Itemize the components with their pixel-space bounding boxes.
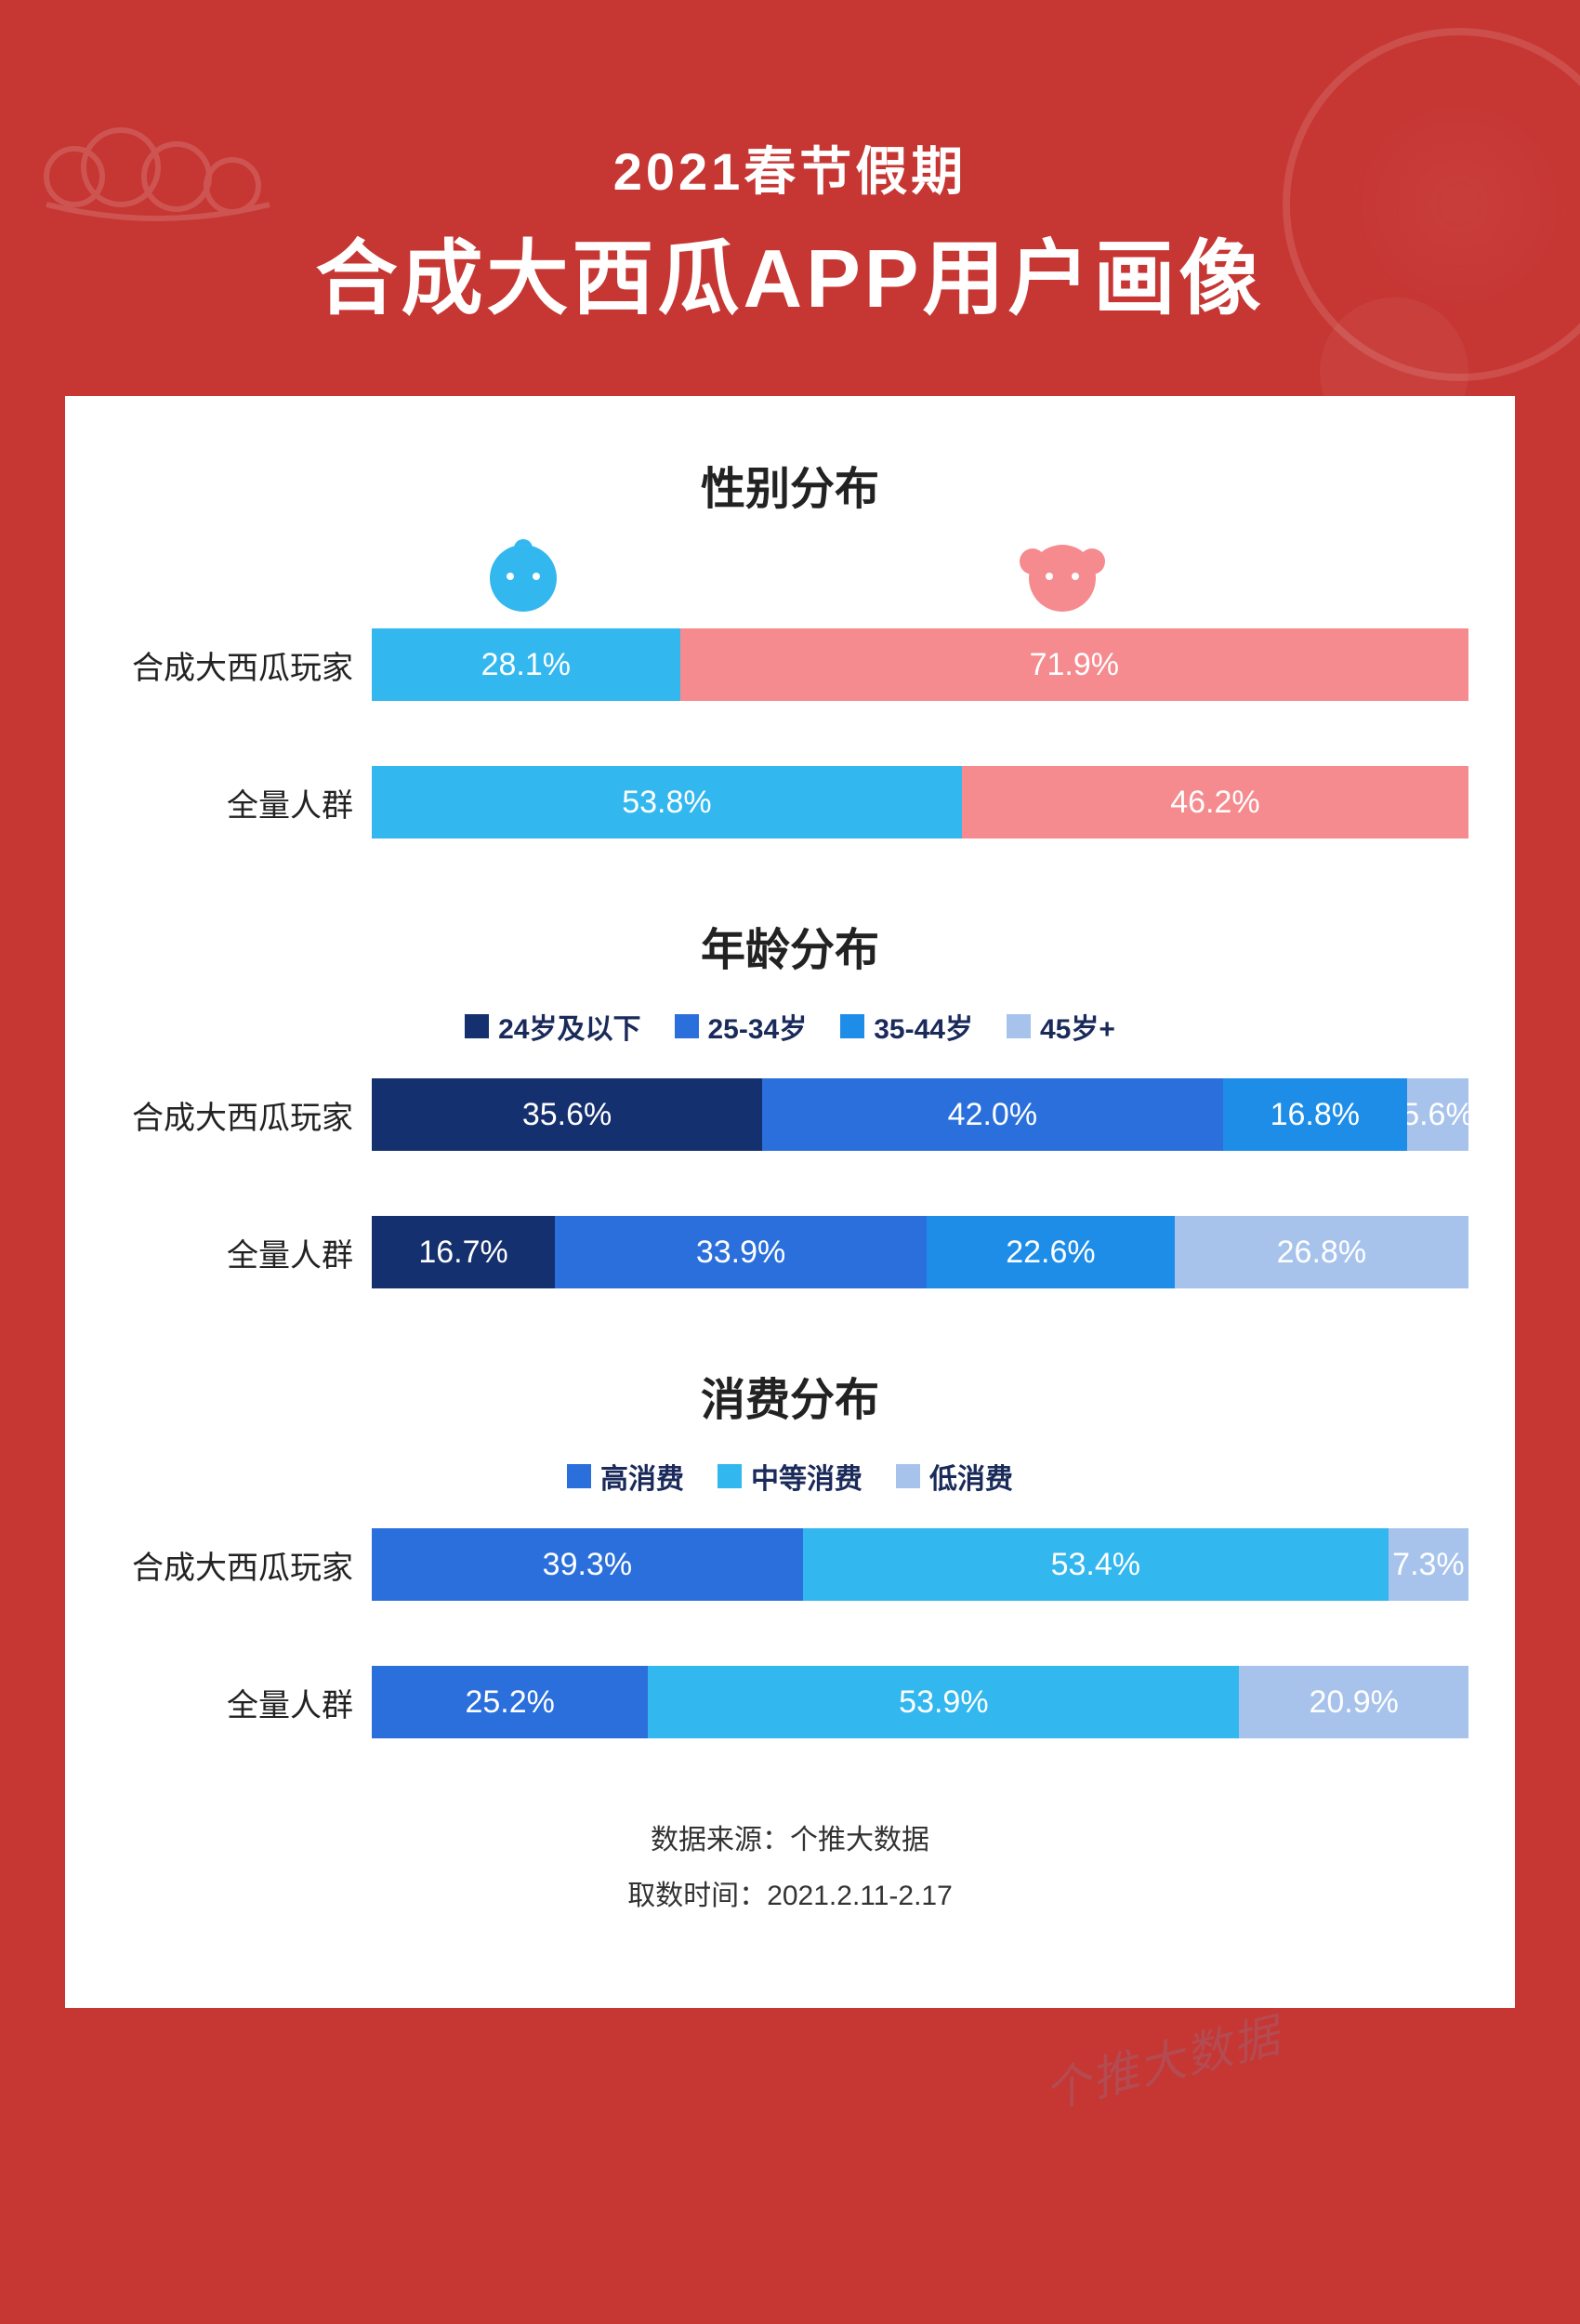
bar-segment: 5.6%: [1407, 1078, 1468, 1151]
bar-segment: 16.8%: [1223, 1078, 1407, 1151]
legend-label: 25-34岁: [708, 1006, 808, 1047]
bar-row-label: 合成大西瓜玩家: [112, 1092, 372, 1138]
spend-legend: 高消费 中等消费 低消费: [112, 1456, 1468, 1497]
bar-segment: 35.6%: [372, 1078, 762, 1151]
age-legend: 24岁及以下 25-34岁 35-44岁 45岁+: [112, 1006, 1468, 1047]
bar-segment: 20.9%: [1239, 1666, 1468, 1738]
bar-track: 35.6%42.0%16.8%5.6%: [372, 1078, 1468, 1151]
bar-row-label: 全量人群: [112, 1680, 372, 1725]
bar-segment: 33.9%: [555, 1216, 927, 1288]
legend-item: 低消费: [896, 1456, 1013, 1497]
legend-swatch: [718, 1464, 742, 1488]
legend-label: 24岁及以下: [498, 1006, 640, 1047]
legend-label: 45岁+: [1040, 1006, 1115, 1047]
header: 2021春节假期 合成大西瓜APP用户画像: [0, 0, 1580, 396]
footer: 数据来源：个推大数据 取数时间：2021.2.11-2.17: [112, 1813, 1468, 1924]
header-subtitle: 2021春节假期: [0, 130, 1580, 205]
legend-swatch: [840, 1014, 864, 1038]
legend-swatch: [567, 1464, 591, 1488]
bar-row: 合成大西瓜玩家35.6%42.0%16.8%5.6%: [112, 1078, 1468, 1151]
legend-item: 高消费: [567, 1456, 684, 1497]
legend-label: 高消费: [600, 1456, 684, 1497]
bar-segment: 53.8%: [372, 766, 962, 838]
section-gender: 性别分布 合成大西瓜玩家28.1%71.9% 全量人群53.8%46.2%: [112, 452, 1468, 838]
female-face-icon: [1029, 545, 1096, 612]
bar-row-label: 全量人群: [112, 1230, 372, 1275]
legend-swatch: [675, 1014, 699, 1038]
legend-label: 35-44岁: [874, 1006, 973, 1047]
bar-track: 16.7%33.9%22.6%26.8%: [372, 1216, 1468, 1288]
legend-item: 45岁+: [1007, 1006, 1115, 1047]
section-title-age: 年龄分布: [112, 913, 1468, 978]
legend-swatch: [896, 1464, 920, 1488]
legend-item: 25-34岁: [675, 1006, 808, 1047]
legend-item: 35-44岁: [840, 1006, 973, 1047]
legend-label: 低消费: [929, 1456, 1013, 1497]
section-spend: 消费分布 高消费 中等消费 低消费 合成大西瓜玩家39.3%53.4%7.3% 全量人…: [112, 1363, 1468, 1738]
bar-segment: 25.2%: [372, 1666, 648, 1738]
bar-segment: 53.4%: [803, 1528, 1389, 1601]
bar-segment: 71.9%: [680, 628, 1468, 701]
footer-time: 取数时间：2021.2.11-2.17: [112, 1868, 1468, 1924]
bar-track: 28.1%71.9%: [372, 628, 1468, 701]
header-title: 合成大西瓜APP用户画像: [0, 213, 1580, 331]
legend-swatch: [465, 1014, 489, 1038]
bar-segment: 53.9%: [648, 1666, 1239, 1738]
section-title-gender: 性别分布: [112, 452, 1468, 517]
bar-row: 全量人群53.8%46.2%: [112, 766, 1468, 838]
bar-segment: 39.3%: [372, 1528, 803, 1601]
bar-segment: 42.0%: [762, 1078, 1223, 1151]
bar-segment: 22.6%: [927, 1216, 1175, 1288]
bar-row: 全量人群25.2%53.9%20.9%: [112, 1666, 1468, 1738]
male-face-icon: [490, 545, 557, 612]
section-age: 年龄分布 24岁及以下 25-34岁 35-44岁 45岁+ 合成大西瓜玩家35.6%…: [112, 913, 1468, 1288]
section-title-spend: 消费分布: [112, 1363, 1468, 1428]
bar-row: 全量人群16.7%33.9%22.6%26.8%: [112, 1216, 1468, 1288]
bar-row-label: 全量人群: [112, 780, 372, 825]
bar-row: 合成大西瓜玩家28.1%71.9%: [112, 628, 1468, 701]
legend-item: 24岁及以下: [465, 1006, 640, 1047]
bar-row-label: 合成大西瓜玩家: [112, 1542, 372, 1588]
bar-segment: 46.2%: [962, 766, 1468, 838]
bar-track: 39.3%53.4%7.3%: [372, 1528, 1468, 1601]
bar-segment: 16.7%: [372, 1216, 555, 1288]
bar-track: 53.8%46.2%: [372, 766, 1468, 838]
legend-item: 中等消费: [718, 1456, 862, 1497]
legend-label: 中等消费: [751, 1456, 862, 1497]
gender-icon-row: [372, 545, 1450, 628]
watermark: 个推大数据: [1036, 1999, 1287, 2122]
bar-segment: 26.8%: [1175, 1216, 1468, 1288]
footer-source: 数据来源：个推大数据: [112, 1813, 1468, 1868]
bar-segment: 7.3%: [1389, 1528, 1468, 1601]
bar-segment: 28.1%: [372, 628, 680, 701]
bar-row-label: 合成大西瓜玩家: [112, 642, 372, 688]
legend-swatch: [1007, 1014, 1031, 1038]
main-panel: 性别分布 合成大西瓜玩家28.1%71.9%全量人群53.8%46.2% 年龄分…: [65, 396, 1515, 2008]
bar-track: 25.2%53.9%20.9%: [372, 1666, 1468, 1738]
bar-row: 合成大西瓜玩家39.3%53.4%7.3%: [112, 1528, 1468, 1601]
